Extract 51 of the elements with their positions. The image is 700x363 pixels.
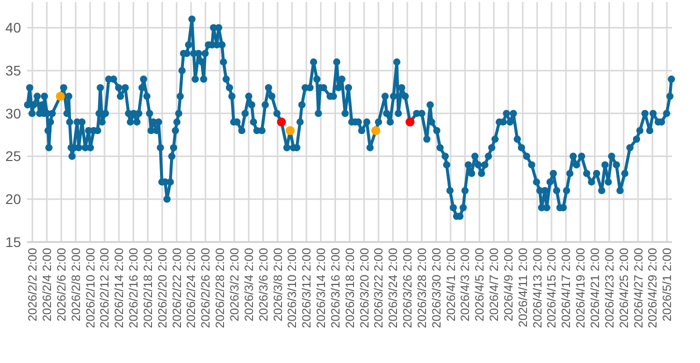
x-tick-label: 2026/2/10 2:00 <box>83 248 98 328</box>
x-tick-label: 2026/3/22 2:00 <box>372 248 386 328</box>
x-tick-label: 2026/3/18 2:00 <box>342 248 357 328</box>
x-tick-label: 2026/4/3 2:00 <box>458 248 472 322</box>
x-tick-label: 2026/3/6 2:00 <box>256 248 270 322</box>
x-tick-label: 2026/2/14 2:00 <box>112 248 126 328</box>
x-tick-label: 2026/3/16 2:00 <box>328 248 342 328</box>
x-tick-label: 2026/2/2 2:00 <box>26 248 40 322</box>
x-tick-label: 2026/5/1 2:00 <box>660 248 674 322</box>
x-tick-label: 2026/4/17 2:00 <box>559 248 574 328</box>
x-tick-label: 2026/2/8 2:00 <box>68 248 83 322</box>
x-tick-label: 2026/3/12 2:00 <box>300 248 314 328</box>
x-tick-label: 2026/2/12 2:00 <box>98 248 112 328</box>
x-tick-label: 2026/4/21 2:00 <box>588 248 602 328</box>
x-tick-label: 2026/2/26 2:00 <box>198 248 213 328</box>
x-tick-label: 2026/4/15 2:00 <box>544 248 559 328</box>
x-tick-label: 2026/3/28 2:00 <box>414 248 429 328</box>
y-tick-label: 40 <box>5 20 22 36</box>
x-tick-label: 2026/3/14 2:00 <box>314 248 328 328</box>
x-tick-label: 2026/4/23 2:00 <box>602 248 616 328</box>
y-tick-label: 25 <box>5 148 22 164</box>
x-tick-label: 2026/3/26 2:00 <box>400 248 415 328</box>
x-tick-label: 2026/3/10 2:00 <box>285 248 300 328</box>
x-tick-label: 2026/3/30 2:00 <box>429 248 444 328</box>
x-tick-label: 2026/2/22 2:00 <box>170 248 184 328</box>
x-tick-label: 2026/4/9 2:00 <box>501 248 516 322</box>
x-tick-label: 2026/2/28 2:00 <box>213 248 228 328</box>
x-tick-label: 2026/4/1 2:00 <box>444 248 458 322</box>
x-tick-label: 2026/2/18 2:00 <box>140 248 155 328</box>
x-tick-label: 2026/2/20 2:00 <box>155 248 170 328</box>
x-tick-label: 2026/2/16 2:00 <box>126 248 141 328</box>
x-tick-label: 2026/4/7 2:00 <box>487 248 502 322</box>
x-tick-label: 2026/4/19 2:00 <box>574 248 588 328</box>
y-tick-label: 35 <box>5 62 22 78</box>
x-tick-label: 2026/3/2 2:00 <box>227 248 242 322</box>
x-tick-label: 2026/4/11 2:00 <box>516 248 530 328</box>
x-tick-label: 2026/3/24 2:00 <box>386 248 400 328</box>
x-tick-label: 2026/4/27 2:00 <box>631 248 646 328</box>
y-tick-label: 15 <box>5 234 22 250</box>
x-tick-label: 2026/2/6 2:00 <box>54 248 68 322</box>
x-tick-label: 2026/4/29 2:00 <box>646 248 660 328</box>
x-tick-label: 2026/3/8 2:00 <box>270 248 285 322</box>
x-tick-label: 2026/2/4 2:00 <box>40 248 54 322</box>
x-tick-label: 2026/4/13 2:00 <box>530 248 544 328</box>
x-tick-label: 2026/3/20 2:00 <box>357 248 372 328</box>
y-tick-label: 30 <box>5 105 22 122</box>
x-tick-label: 2026/4/25 2:00 <box>616 248 631 328</box>
x-tick-label: 2026/3/4 2:00 <box>242 248 256 322</box>
x-tick-label: 2026/4/5 2:00 <box>472 248 487 322</box>
y-tick-label: 20 <box>5 191 22 208</box>
x-tick-label: 2026/2/24 2:00 <box>184 248 198 328</box>
